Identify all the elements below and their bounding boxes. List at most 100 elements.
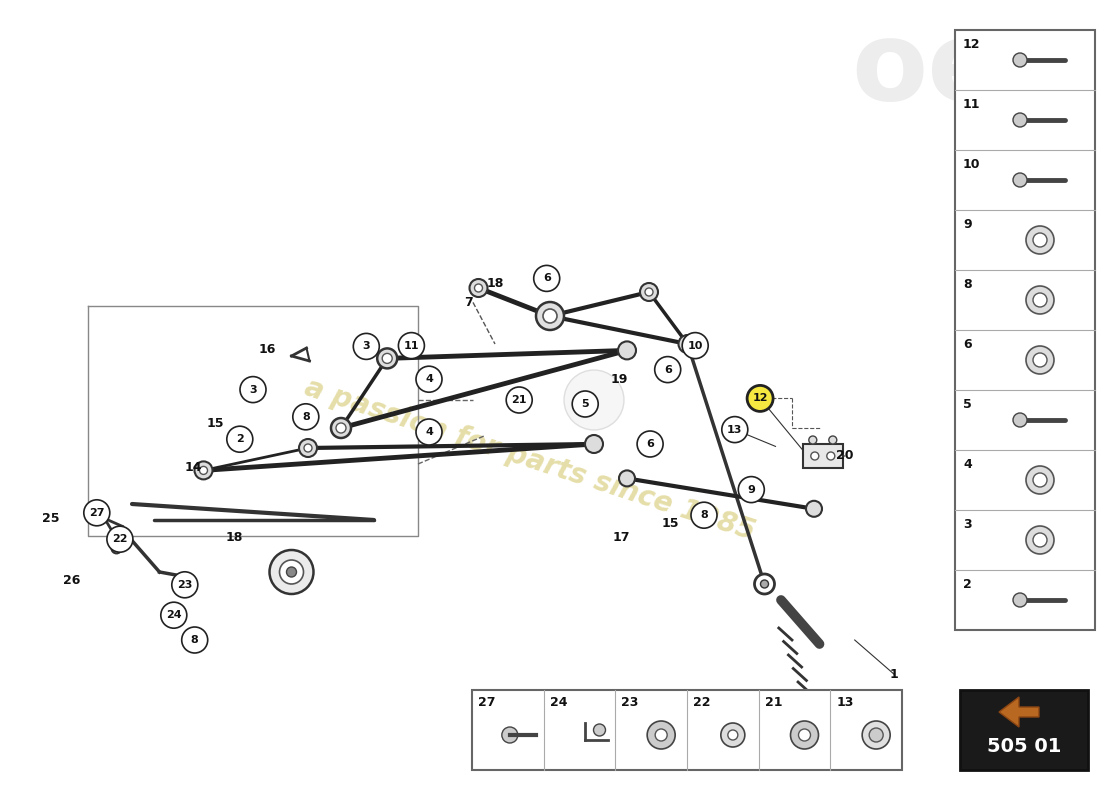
Circle shape [1013, 53, 1027, 67]
Text: 23: 23 [621, 696, 639, 709]
Circle shape [1033, 533, 1047, 547]
Circle shape [755, 574, 774, 594]
Circle shape [195, 462, 212, 479]
Circle shape [1026, 286, 1054, 314]
Text: 18: 18 [486, 277, 504, 290]
Circle shape [645, 288, 653, 296]
Text: 20: 20 [836, 450, 854, 462]
Circle shape [1026, 226, 1054, 254]
Circle shape [107, 526, 133, 552]
Circle shape [84, 500, 110, 526]
Text: 2: 2 [962, 578, 971, 591]
Circle shape [299, 439, 317, 457]
Text: 13: 13 [727, 425, 742, 434]
Text: 14: 14 [185, 461, 202, 474]
Text: 2: 2 [235, 434, 244, 444]
Text: 6: 6 [542, 274, 551, 283]
Text: 22: 22 [112, 534, 128, 544]
Circle shape [594, 724, 605, 736]
Circle shape [654, 357, 681, 382]
Circle shape [1033, 353, 1047, 367]
Circle shape [1033, 473, 1047, 487]
Text: 12: 12 [962, 38, 980, 51]
Circle shape [182, 627, 208, 653]
Circle shape [564, 370, 624, 430]
Bar [472, 690, 902, 770]
Circle shape [111, 543, 121, 554]
Text: 6: 6 [962, 338, 971, 351]
Text: 8: 8 [700, 510, 708, 520]
Text: 18: 18 [226, 531, 243, 544]
Text: 24: 24 [550, 696, 568, 709]
Circle shape [286, 567, 297, 577]
Circle shape [377, 349, 397, 368]
Circle shape [806, 501, 822, 517]
Polygon shape [999, 697, 1040, 727]
Text: 3: 3 [962, 518, 971, 531]
Circle shape [811, 452, 818, 460]
Text: 5: 5 [582, 399, 588, 409]
Text: oes: oes [851, 17, 1069, 123]
Text: 26: 26 [63, 574, 80, 586]
Circle shape [747, 386, 773, 411]
Text: 7: 7 [464, 296, 473, 309]
Circle shape [618, 342, 636, 359]
Circle shape [172, 572, 198, 598]
Bar [803, 444, 843, 468]
Circle shape [534, 266, 560, 291]
Text: 24: 24 [166, 610, 182, 620]
Circle shape [398, 333, 425, 358]
Text: 505 01: 505 01 [987, 737, 1062, 755]
Text: 4: 4 [425, 374, 433, 384]
Circle shape [502, 727, 518, 743]
Bar [960, 690, 1088, 770]
Circle shape [416, 419, 442, 445]
Text: 11: 11 [962, 98, 980, 111]
Circle shape [1013, 173, 1027, 187]
Circle shape [1033, 233, 1047, 247]
Circle shape [720, 723, 745, 747]
Circle shape [619, 470, 635, 486]
Circle shape [1026, 526, 1054, 554]
Text: 15: 15 [661, 517, 679, 530]
Circle shape [161, 602, 187, 628]
Circle shape [331, 418, 351, 438]
Circle shape [656, 729, 668, 741]
Circle shape [799, 729, 811, 741]
Circle shape [293, 404, 319, 430]
Text: 21: 21 [512, 395, 527, 405]
Bar [955, 30, 1094, 630]
Circle shape [1013, 113, 1027, 127]
Text: 22: 22 [693, 696, 711, 709]
Text: 12: 12 [752, 394, 768, 403]
Text: a passion for parts since 1985: a passion for parts since 1985 [301, 374, 759, 546]
Circle shape [474, 284, 483, 292]
Text: 11: 11 [404, 341, 419, 350]
Text: 19: 19 [610, 373, 628, 386]
Circle shape [304, 444, 312, 452]
Circle shape [199, 466, 208, 474]
Circle shape [1033, 293, 1047, 307]
Circle shape [808, 436, 817, 444]
Circle shape [640, 283, 658, 301]
Text: 9: 9 [962, 218, 971, 231]
Circle shape [382, 354, 393, 363]
Circle shape [869, 728, 883, 742]
Circle shape [862, 721, 890, 749]
Circle shape [270, 550, 314, 594]
Circle shape [682, 333, 708, 358]
Text: 10: 10 [962, 158, 980, 171]
Circle shape [536, 302, 564, 330]
Circle shape [543, 309, 557, 323]
Circle shape [279, 560, 304, 584]
Text: 25: 25 [42, 512, 59, 525]
Text: 16: 16 [258, 343, 276, 356]
Circle shape [722, 417, 748, 442]
Text: 4: 4 [425, 427, 433, 437]
Text: 3: 3 [250, 385, 256, 394]
Circle shape [1026, 466, 1054, 494]
Text: 27: 27 [89, 508, 104, 518]
Circle shape [1013, 593, 1027, 607]
Circle shape [506, 387, 532, 413]
Text: 6: 6 [646, 439, 654, 449]
